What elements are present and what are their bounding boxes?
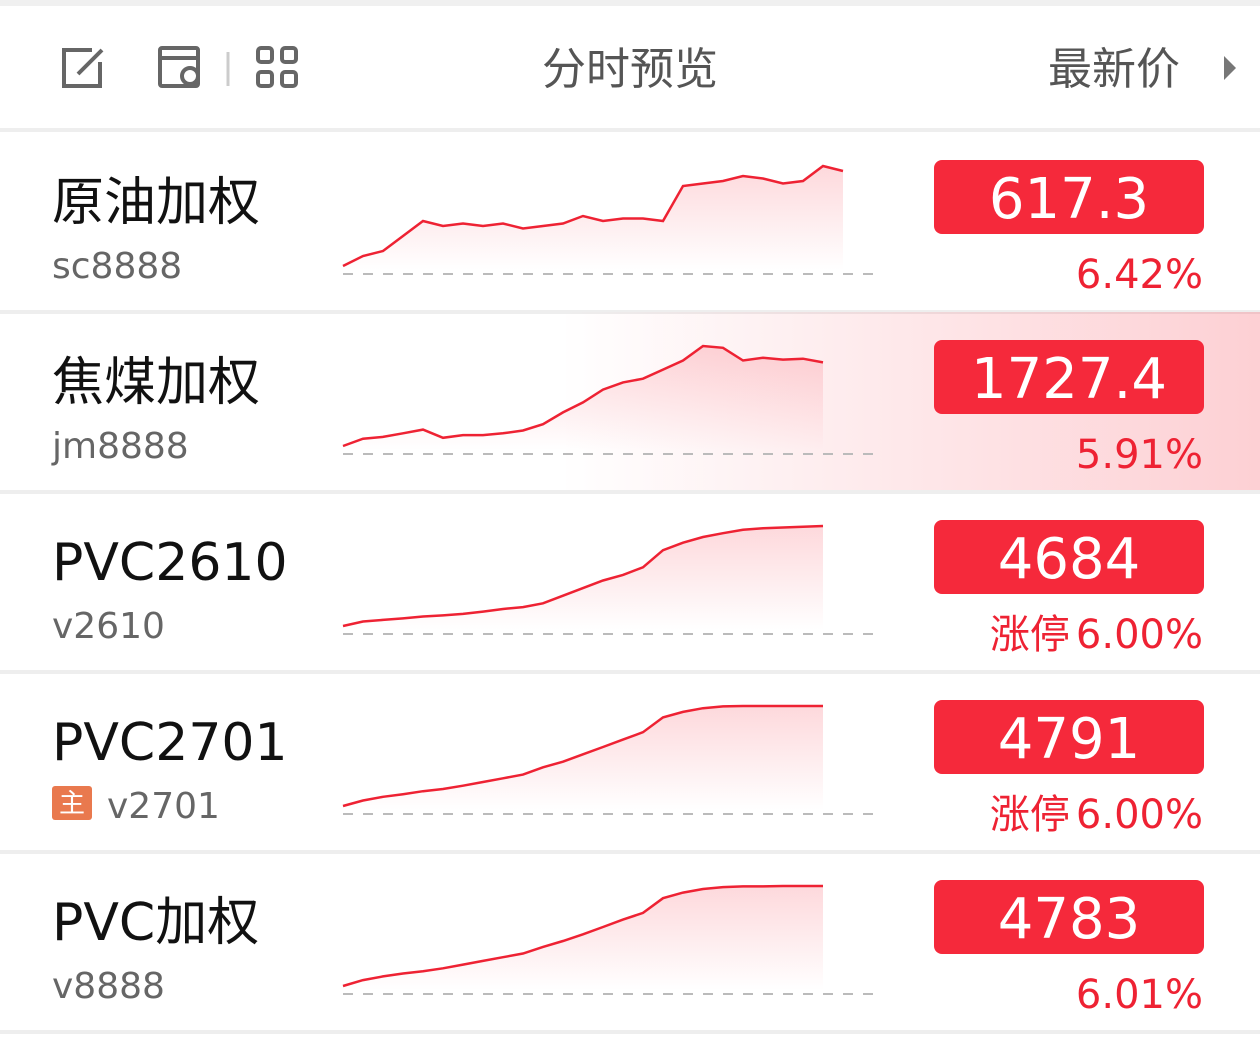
price-box bbox=[934, 160, 1204, 234]
price-box bbox=[934, 340, 1204, 414]
instrument-name: 焦煤加权 bbox=[52, 353, 260, 413]
instrument-name: PVC2610 bbox=[52, 533, 288, 593]
separator bbox=[0, 490, 1260, 494]
sparkline bbox=[342, 344, 824, 448]
sort-label[interactable]: 最新价 bbox=[1048, 44, 1180, 95]
limit-label: 涨停 bbox=[990, 792, 1070, 838]
instrument-code: v2610 bbox=[52, 606, 165, 647]
change-value: 6.00% bbox=[1076, 792, 1203, 838]
instrument-name: 原油加权 bbox=[52, 173, 260, 233]
sparkline bbox=[342, 164, 844, 268]
change-value: 6.00% bbox=[1076, 612, 1203, 658]
change: 6.42% bbox=[1076, 252, 1203, 298]
change: 5.91% bbox=[1076, 432, 1203, 478]
separator bbox=[0, 128, 1260, 132]
sparkline bbox=[342, 704, 823, 808]
separator bbox=[0, 1030, 1260, 1034]
sort-arrow[interactable] bbox=[1224, 56, 1236, 80]
sparkline bbox=[342, 884, 823, 988]
sparkline-area bbox=[343, 346, 823, 450]
instrument-code: jm8888 bbox=[51, 426, 189, 467]
instrument-name: PVC2701 bbox=[52, 713, 288, 773]
row[interactable]: 焦煤加权 jm8888 1727.4 5.91% bbox=[51, 312, 1260, 490]
edit-icon[interactable] bbox=[62, 48, 104, 88]
price: 1727.4 bbox=[971, 347, 1167, 412]
main-badge: 主 bbox=[59, 789, 85, 819]
row[interactable]: PVC2610 v2610 4684 涨停 6.00% bbox=[52, 520, 1204, 658]
row[interactable]: PVC加权 v8888 4783 6.01% bbox=[52, 880, 1204, 1018]
price-box bbox=[934, 520, 1204, 594]
instrument-code: v8888 bbox=[52, 966, 165, 1007]
settings-icon[interactable] bbox=[158, 46, 200, 88]
change-value: 5.91% bbox=[1076, 432, 1203, 478]
sparkline bbox=[342, 524, 824, 628]
price: 4783 bbox=[998, 887, 1141, 952]
top-bar bbox=[0, 0, 1260, 6]
price: 4791 bbox=[998, 707, 1141, 772]
change: 涨停 6.00% bbox=[990, 792, 1203, 838]
row[interactable]: PVC2701 主 v2701 4791 涨停 6.00% bbox=[52, 700, 1204, 838]
sparkline-area bbox=[343, 526, 823, 630]
change: 涨停 6.00% bbox=[990, 612, 1203, 658]
price-box bbox=[934, 880, 1204, 954]
main-badge-bg bbox=[52, 786, 92, 820]
price-box bbox=[934, 700, 1204, 774]
sparkline-area bbox=[343, 166, 843, 270]
change: 6.01% bbox=[1076, 972, 1203, 1018]
price: 4684 bbox=[998, 527, 1141, 592]
limit-label: 涨停 bbox=[990, 612, 1070, 658]
change-value: 6.01% bbox=[1076, 972, 1203, 1018]
header-title: 分时预览 bbox=[542, 44, 718, 95]
instrument-code: sc8888 bbox=[52, 246, 182, 287]
separator bbox=[0, 670, 1260, 674]
separator bbox=[0, 850, 1260, 854]
price: 617.3 bbox=[989, 167, 1149, 232]
grid-icon[interactable] bbox=[256, 46, 298, 88]
change-value: 6.42% bbox=[1076, 252, 1203, 298]
sparkline-area bbox=[343, 706, 823, 810]
instrument-code: v2701 bbox=[107, 786, 220, 827]
row[interactable]: 原油加权 sc8888 617.3 6.42% bbox=[52, 160, 1204, 298]
instrument-name: PVC加权 bbox=[52, 893, 259, 953]
sparkline-area bbox=[343, 886, 823, 990]
